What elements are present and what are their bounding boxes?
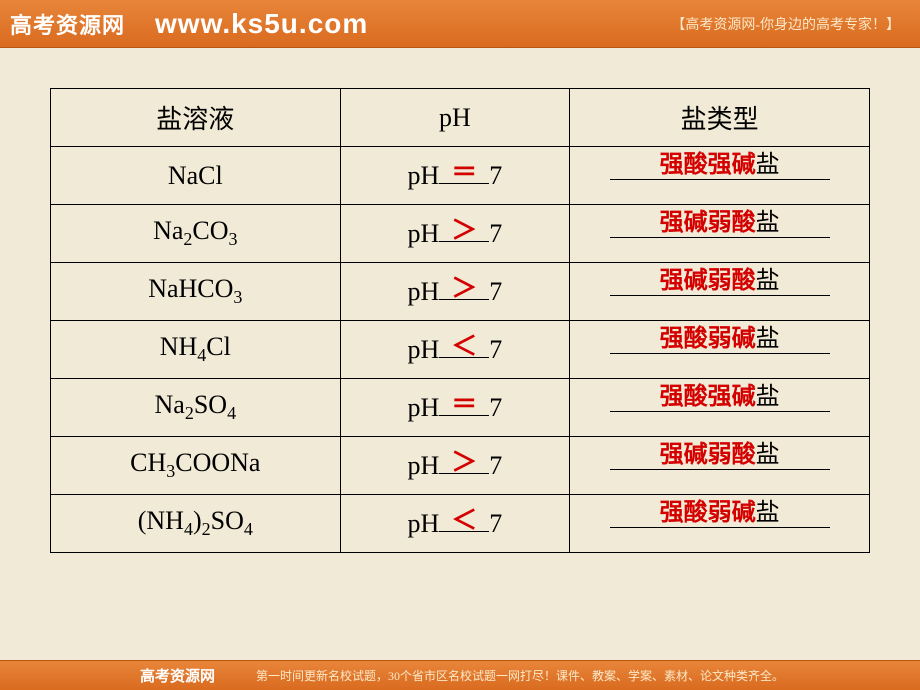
ph-blank: ＝ bbox=[439, 180, 489, 184]
table-row: (NH4)2SO4pH＜7 强酸弱碱盐 bbox=[51, 495, 870, 553]
ph-cell: pH＞7 bbox=[340, 437, 570, 495]
ph-cell: pH＝7 bbox=[340, 379, 570, 437]
ph-sign: ＞ bbox=[451, 217, 477, 243]
type-answer: 强酸强碱盐 bbox=[660, 384, 780, 410]
type-cell: 强碱弱酸盐 bbox=[570, 205, 870, 263]
ph-blank: ＝ bbox=[439, 412, 489, 416]
table-row: NH4ClpH＜7 强酸弱碱盐 bbox=[51, 321, 870, 379]
formula-cell: Na2SO4 bbox=[51, 379, 341, 437]
type-cell: 强碱弱酸盐 bbox=[570, 263, 870, 321]
ph-sign: ＝ bbox=[451, 391, 477, 417]
footer-text: 第一时间更新名校试题，30个省市区名校试题一网打尽！课件、教案、学案、素材、论文… bbox=[256, 667, 784, 684]
header-ph: pH bbox=[340, 89, 570, 147]
type-blank: 强酸强碱盐 bbox=[610, 408, 830, 412]
table-row: NaHCO3pH＞7 强碱弱酸盐 bbox=[51, 263, 870, 321]
footer-bar: 高考资源网 第一时间更新名校试题，30个省市区名校试题一网打尽！课件、教案、学案… bbox=[0, 660, 920, 690]
ph-sign: ＞ bbox=[451, 275, 477, 301]
table-header-row: 盐溶液 pH 盐类型 bbox=[51, 89, 870, 147]
header-tagline: 【高考资源网-你身边的高考专家！】 bbox=[671, 14, 900, 34]
type-cell: 强酸强碱盐 bbox=[570, 379, 870, 437]
table-row: Na2CO3pH＞7 强碱弱酸盐 bbox=[51, 205, 870, 263]
salt-table: 盐溶液 pH 盐类型 NaClpH＝7强酸强碱盐Na2CO3pH＞7强碱弱酸盐N… bbox=[50, 88, 870, 553]
ph-sign: ＞ bbox=[451, 449, 477, 475]
formula-cell: (NH4)2SO4 bbox=[51, 495, 341, 553]
type-answer: 强酸弱碱盐 bbox=[660, 326, 780, 352]
type-blank: 强酸弱碱盐 bbox=[610, 524, 830, 528]
formula-cell: CH3COONa bbox=[51, 437, 341, 495]
header-solution: 盐溶液 bbox=[51, 89, 341, 147]
header-bar: 高考资源网 www.ks5u.com 【高考资源网-你身边的高考专家！】 bbox=[0, 0, 920, 48]
ph-blank: ＞ bbox=[439, 296, 489, 300]
ph-cell: pH＞7 bbox=[340, 263, 570, 321]
ph-blank: ＜ bbox=[439, 528, 489, 532]
ph-blank: ＜ bbox=[439, 354, 489, 358]
type-cell: 强酸弱碱盐 bbox=[570, 495, 870, 553]
content-area: 盐溶液 pH 盐类型 NaClpH＝7强酸强碱盐Na2CO3pH＞7强碱弱酸盐N… bbox=[0, 48, 920, 553]
table-row: CH3COONapH＞7 强碱弱酸盐 bbox=[51, 437, 870, 495]
footer-logo: 高考资源网 bbox=[140, 665, 215, 686]
type-blank: 强酸弱碱盐 bbox=[610, 350, 830, 354]
ph-cell: pH＝7 bbox=[340, 147, 570, 205]
ph-cell: pH＞7 bbox=[340, 205, 570, 263]
table-body: NaClpH＝7强酸强碱盐Na2CO3pH＞7强碱弱酸盐NaHCO3pH＞7强碱… bbox=[51, 147, 870, 553]
type-blank: 强碱弱酸盐 bbox=[610, 234, 830, 238]
table-row: NaClpH＝7 强酸强碱盐 bbox=[51, 147, 870, 205]
type-answer: 强酸强碱盐 bbox=[660, 152, 780, 178]
type-answer: 强碱弱酸盐 bbox=[660, 442, 780, 468]
type-cell: 强酸弱碱盐 bbox=[570, 321, 870, 379]
type-blank: 强碱弱酸盐 bbox=[610, 292, 830, 296]
type-answer: 强碱弱酸盐 bbox=[660, 210, 780, 236]
type-cell: 强酸强碱盐 bbox=[570, 147, 870, 205]
formula-cell: NaHCO3 bbox=[51, 263, 341, 321]
type-blank: 强酸强碱盐 bbox=[610, 176, 830, 180]
header-url: www.ks5u.com bbox=[155, 8, 368, 40]
ph-blank: ＞ bbox=[439, 470, 489, 474]
ph-sign: ＝ bbox=[451, 159, 477, 185]
ph-cell: pH＜7 bbox=[340, 321, 570, 379]
header-type: 盐类型 bbox=[570, 89, 870, 147]
type-cell: 强碱弱酸盐 bbox=[570, 437, 870, 495]
ph-blank: ＞ bbox=[439, 238, 489, 242]
type-answer: 强酸弱碱盐 bbox=[660, 500, 780, 526]
formula-cell: NH4Cl bbox=[51, 321, 341, 379]
ph-sign: ＜ bbox=[451, 333, 477, 359]
type-blank: 强碱弱酸盐 bbox=[610, 466, 830, 470]
header-logo: 高考资源网 bbox=[10, 8, 125, 40]
formula-cell: Na2CO3 bbox=[51, 205, 341, 263]
formula-cell: NaCl bbox=[51, 147, 341, 205]
ph-sign: ＜ bbox=[451, 507, 477, 533]
table-row: Na2SO4pH＝7 强酸强碱盐 bbox=[51, 379, 870, 437]
ph-cell: pH＜7 bbox=[340, 495, 570, 553]
type-answer: 强碱弱酸盐 bbox=[660, 268, 780, 294]
